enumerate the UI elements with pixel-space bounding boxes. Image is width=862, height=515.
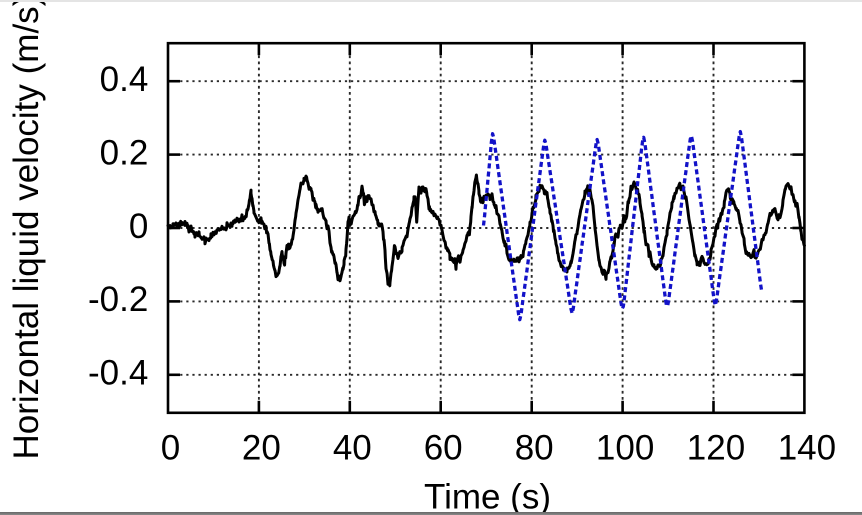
- svg-text:-0.4: -0.4: [88, 354, 148, 393]
- svg-text:140: 140: [778, 429, 836, 468]
- svg-text:0: 0: [129, 207, 148, 246]
- svg-text:Horizontal liquid velocity (m/: Horizontal liquid velocity (m/s): [7, 0, 46, 460]
- svg-text:Time (s): Time (s): [424, 477, 551, 515]
- svg-text:20: 20: [242, 429, 281, 468]
- svg-text:0.2: 0.2: [100, 133, 149, 172]
- svg-text:60: 60: [424, 429, 463, 468]
- svg-text:-0.2: -0.2: [88, 280, 148, 319]
- svg-text:80: 80: [515, 429, 554, 468]
- svg-text:0.4: 0.4: [100, 60, 149, 99]
- svg-text:100: 100: [596, 429, 654, 468]
- svg-text:120: 120: [687, 429, 745, 468]
- svg-text:0: 0: [161, 429, 180, 468]
- svg-text:40: 40: [333, 429, 372, 468]
